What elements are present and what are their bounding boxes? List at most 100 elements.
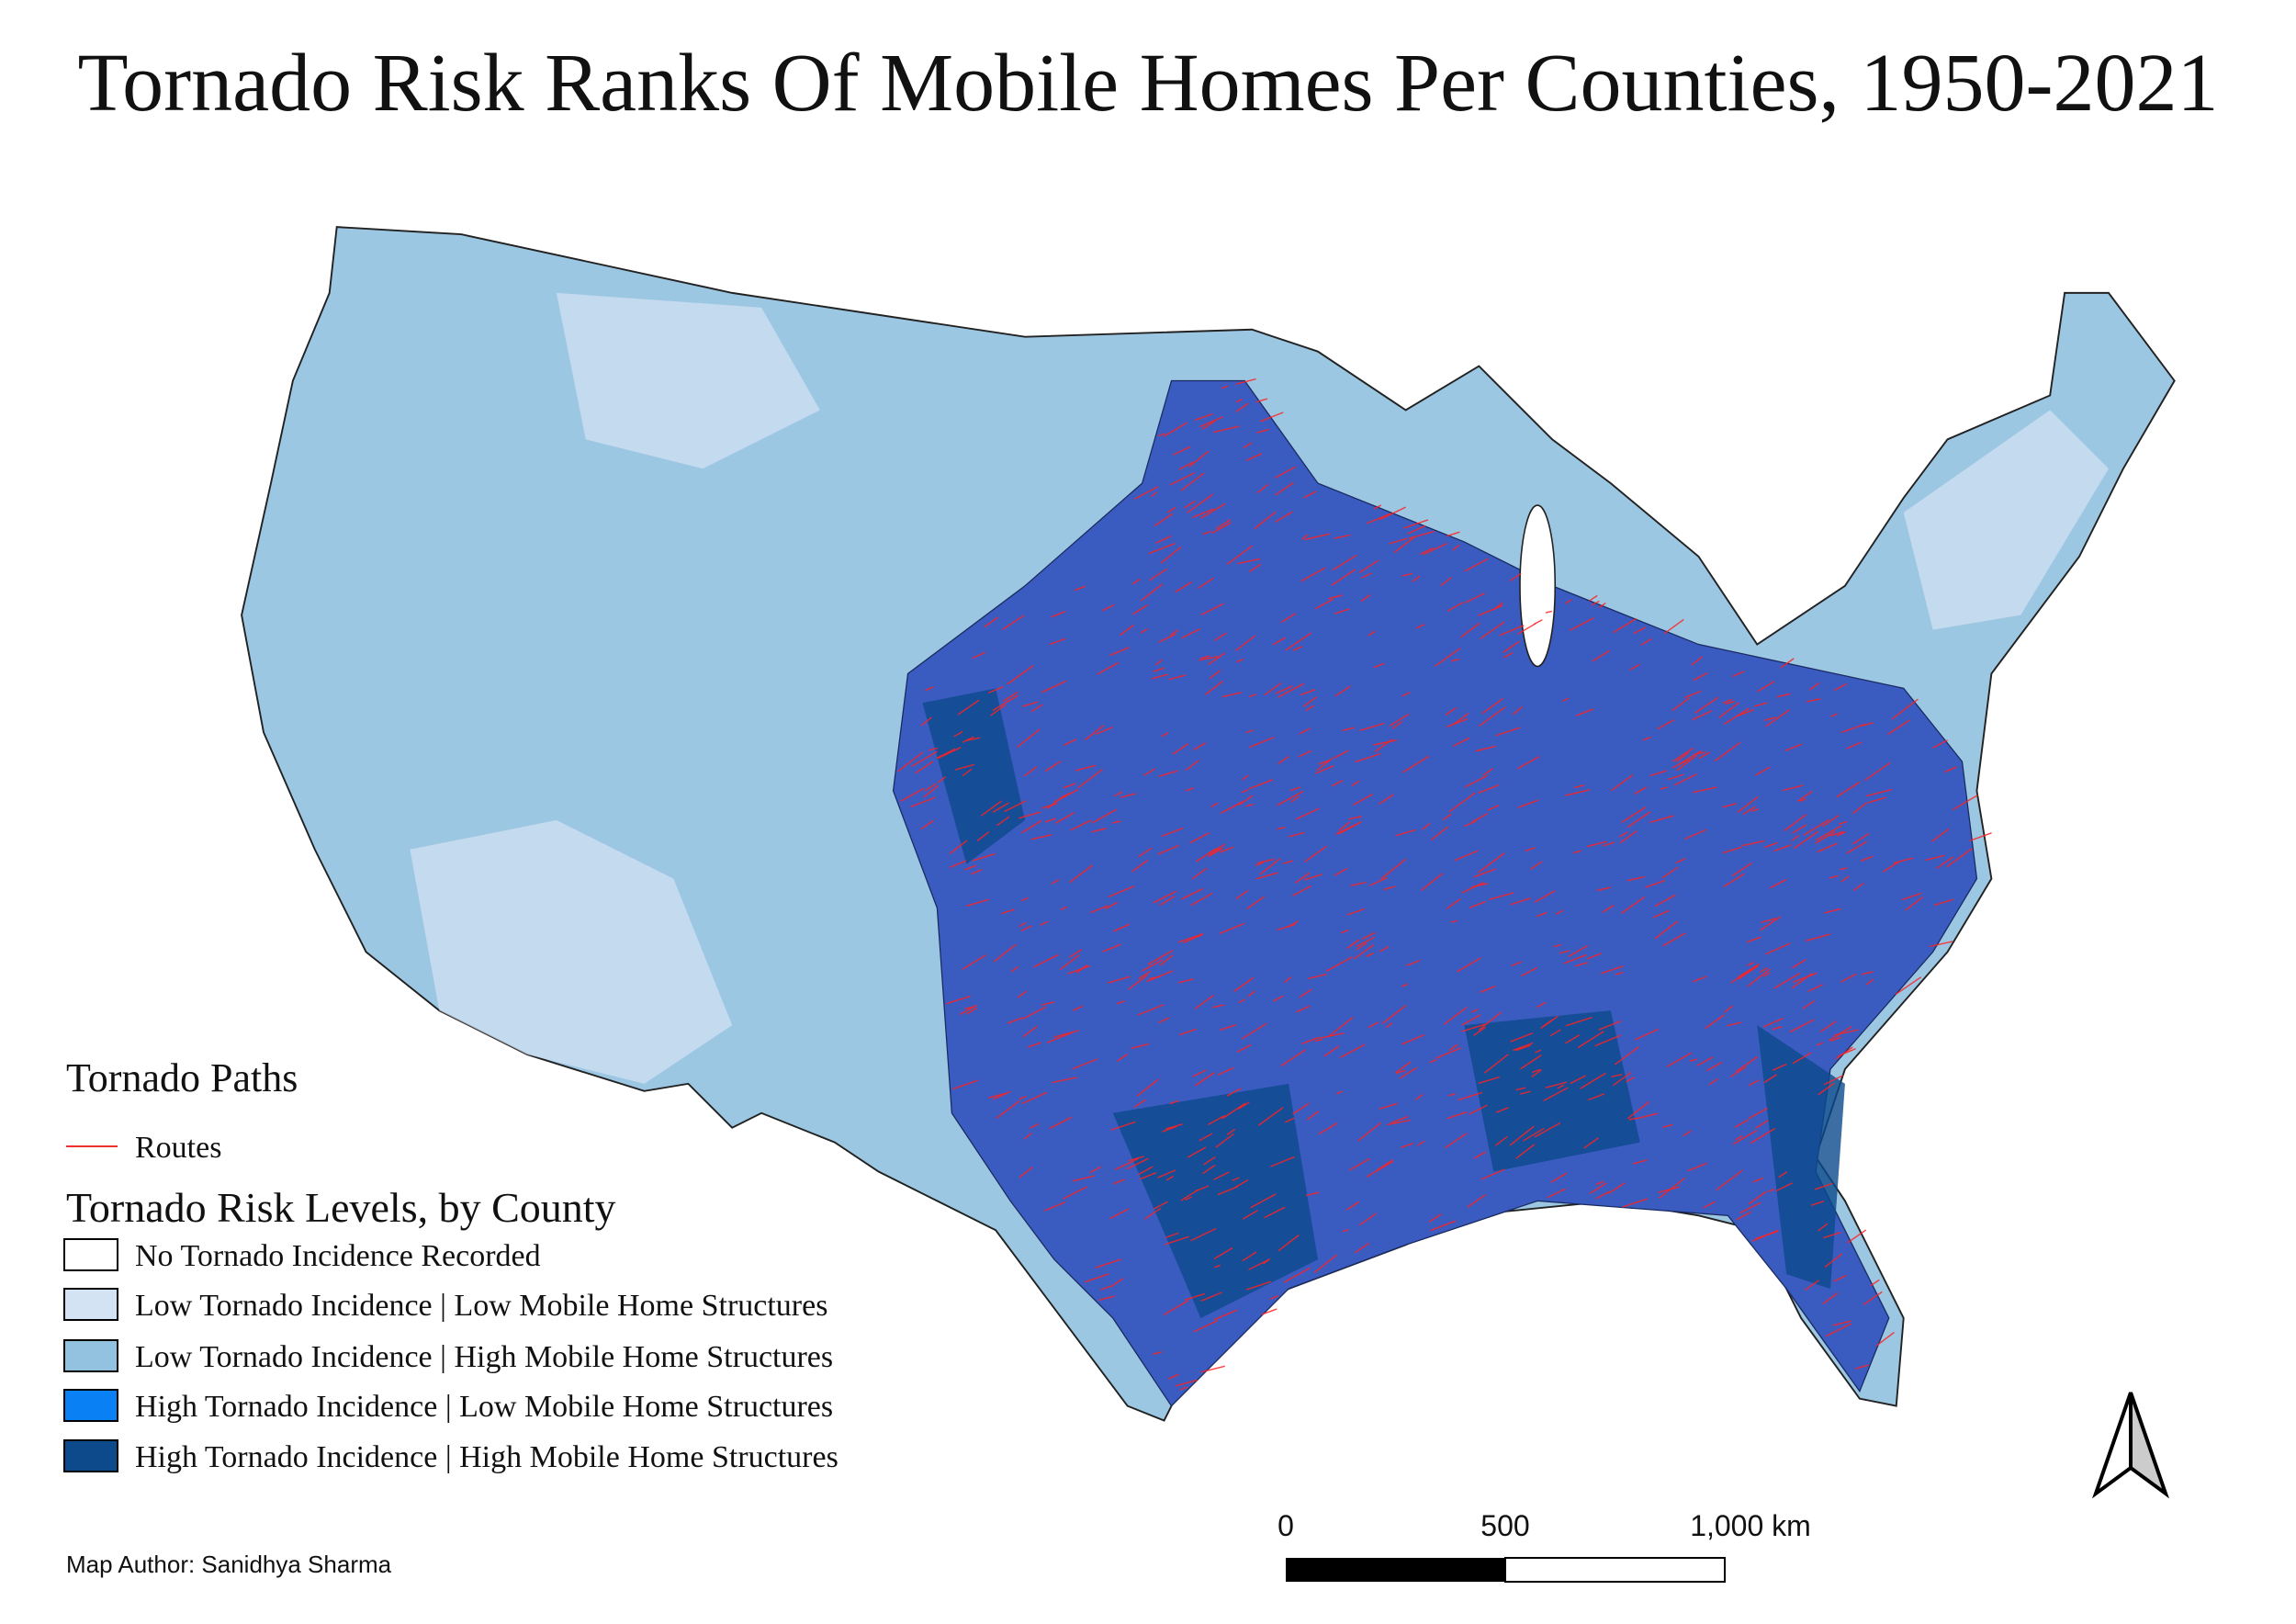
route [1676, 754, 1697, 772]
route [959, 1004, 977, 1016]
north-arrow [2092, 1392, 2169, 1499]
route [1247, 990, 1255, 998]
route [1736, 1211, 1751, 1221]
route [1334, 867, 1348, 876]
route [1165, 1123, 1183, 1130]
route [1753, 702, 1768, 707]
route [1319, 1032, 1345, 1040]
route [1654, 920, 1679, 940]
route [1053, 788, 1079, 803]
route [1004, 800, 1027, 813]
route [1067, 964, 1091, 975]
route [1561, 697, 1570, 703]
legend-swatch [63, 1389, 118, 1422]
route [1839, 820, 1848, 825]
route [1210, 802, 1219, 808]
route [1401, 691, 1411, 697]
route [1358, 559, 1379, 573]
route [1091, 828, 1107, 833]
route [1141, 959, 1164, 972]
route [1536, 911, 1548, 918]
route [1836, 781, 1861, 798]
route [1517, 623, 1536, 635]
route [1316, 757, 1334, 772]
route [1203, 1156, 1216, 1166]
route [1183, 933, 1203, 944]
route [1846, 741, 1863, 750]
route [1054, 812, 1075, 824]
route [1840, 875, 1850, 883]
route [1563, 953, 1587, 964]
route [1334, 685, 1351, 697]
route [1559, 950, 1570, 954]
route [1738, 963, 1761, 978]
route [1529, 861, 1543, 871]
route [1684, 690, 1702, 699]
route [996, 816, 1010, 827]
route [1499, 625, 1525, 637]
route [900, 787, 925, 802]
route [966, 1007, 978, 1015]
route [1158, 633, 1176, 643]
route [1572, 850, 1581, 854]
route [1226, 1088, 1242, 1097]
route [980, 800, 1002, 817]
route [1299, 988, 1312, 998]
route [1946, 848, 1973, 868]
route [1791, 973, 1813, 989]
route [1172, 445, 1191, 456]
route [1678, 750, 1702, 765]
route [1470, 1009, 1479, 1013]
route [1280, 613, 1297, 624]
route [1345, 1201, 1360, 1211]
route [1389, 537, 1408, 545]
route [953, 730, 963, 738]
route [1929, 941, 1953, 948]
route [1269, 1294, 1279, 1300]
route [1113, 791, 1123, 797]
route [1336, 1090, 1344, 1095]
route [1255, 862, 1264, 866]
route [1819, 1021, 1837, 1032]
route [924, 783, 937, 792]
route [1519, 1090, 1531, 1095]
route [1356, 936, 1376, 948]
route [1435, 648, 1461, 667]
route [1151, 673, 1169, 680]
route [1895, 976, 1922, 996]
route [924, 685, 935, 692]
route [962, 954, 986, 970]
route [1675, 858, 1686, 863]
route [1033, 953, 1059, 968]
route [1264, 682, 1282, 696]
route [1192, 508, 1214, 518]
legend-risk-title: Tornado Risk Levels, by County [66, 1184, 616, 1231]
route [1633, 626, 1647, 635]
route [1401, 983, 1409, 987]
route [1852, 882, 1864, 891]
route [1235, 659, 1244, 663]
route [1478, 604, 1503, 616]
route [1215, 1133, 1234, 1148]
route [1381, 1004, 1407, 1025]
route [1448, 792, 1476, 813]
route [1595, 1190, 1610, 1200]
route [1818, 1082, 1835, 1096]
route [1089, 1166, 1102, 1174]
route [1213, 1264, 1221, 1269]
route [946, 995, 971, 1005]
route [1510, 1032, 1534, 1043]
route [1901, 892, 1922, 901]
route [1692, 786, 1717, 794]
route [1698, 751, 1711, 760]
route [1153, 1351, 1163, 1355]
route [1817, 842, 1838, 853]
route [1091, 808, 1118, 824]
route [1295, 807, 1320, 820]
route [1338, 821, 1351, 832]
route [1190, 892, 1213, 907]
route [1318, 1122, 1338, 1135]
route [1207, 1114, 1225, 1126]
route [1348, 816, 1362, 820]
route [1359, 722, 1385, 732]
